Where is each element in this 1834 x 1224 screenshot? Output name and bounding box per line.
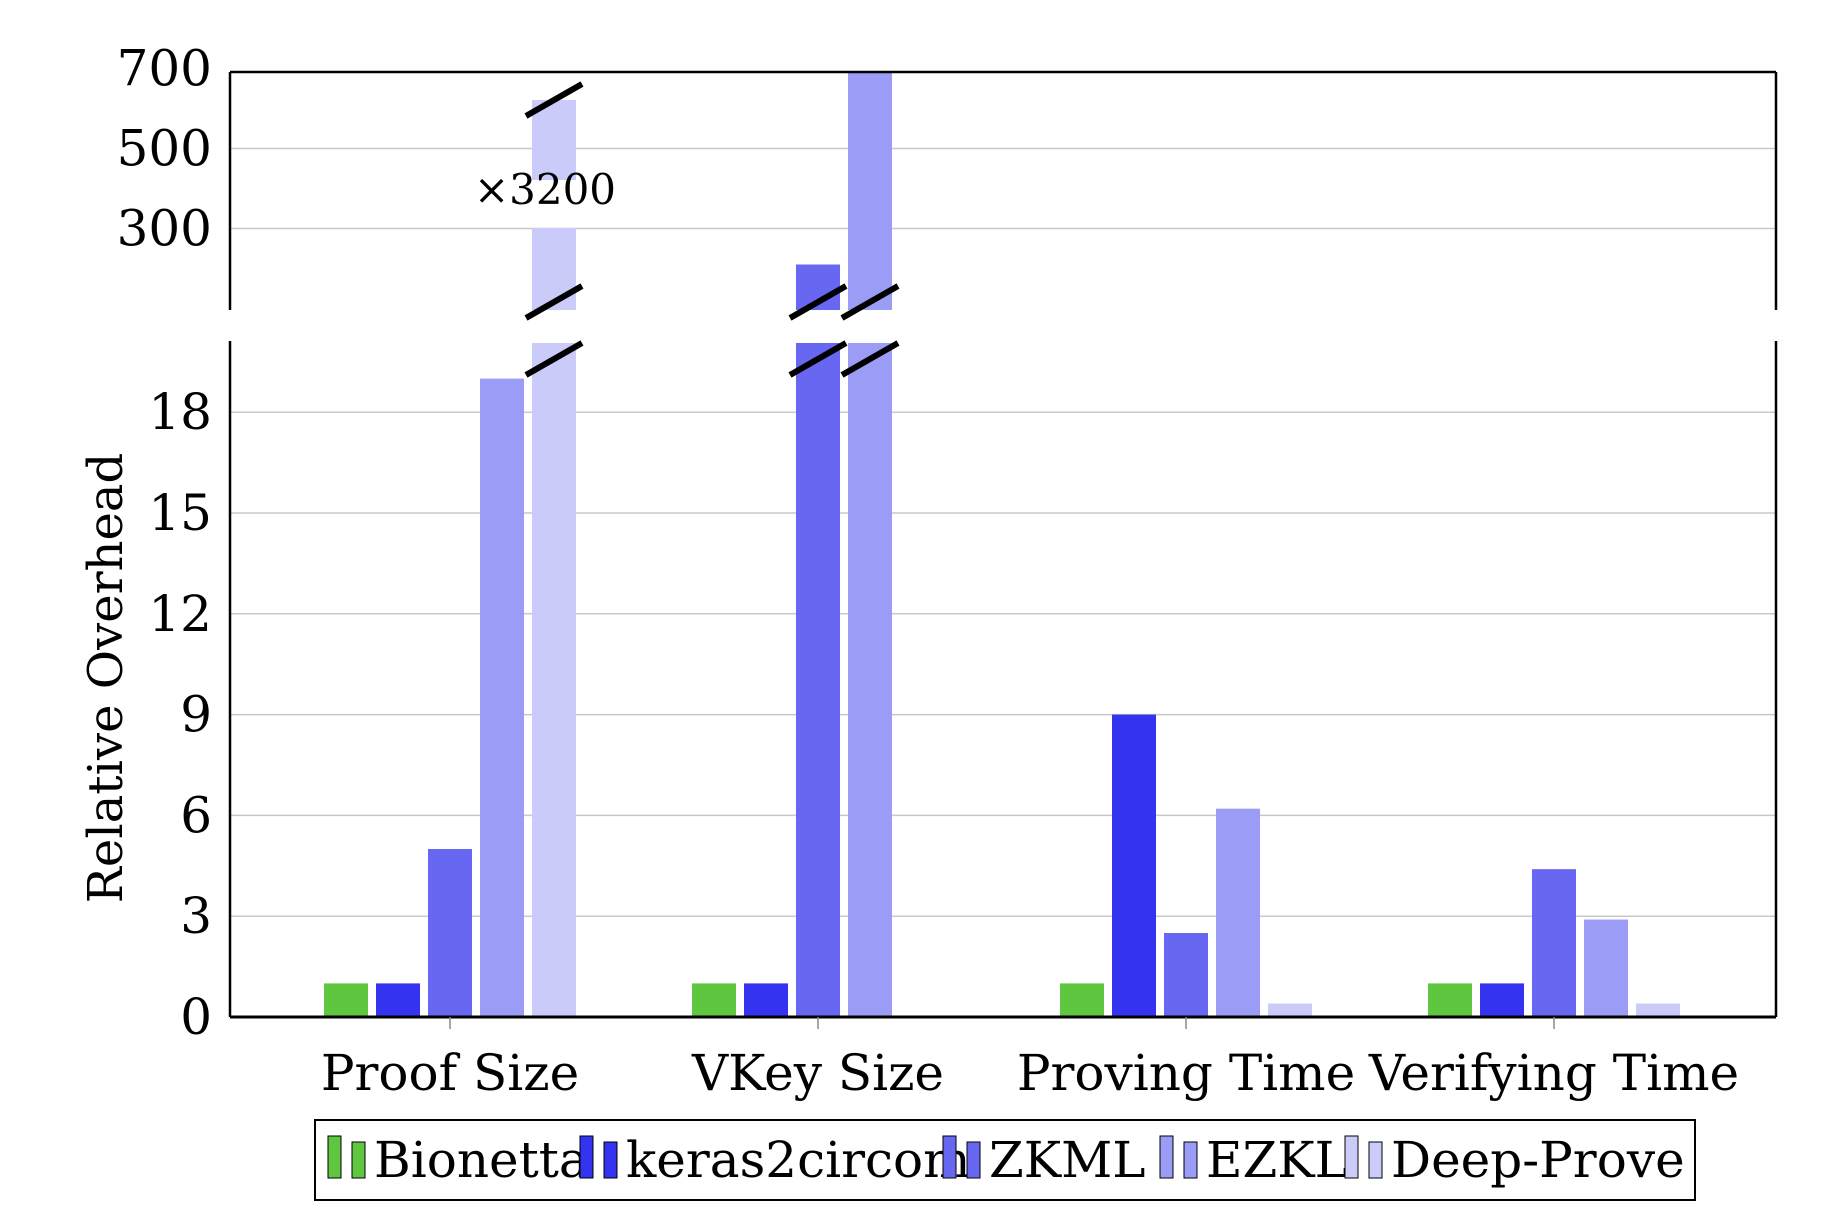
- bar: [1216, 808, 1260, 1017]
- bar: [1060, 983, 1104, 1017]
- bar: [692, 983, 736, 1017]
- bar: [1268, 1003, 1312, 1017]
- legend: Bionetta keras2circom ZKML EZKL Deep-Prove: [314, 1119, 1696, 1201]
- axes: [228, 70, 1778, 1029]
- y-tick-label: 18: [148, 383, 212, 441]
- y-tick-label: 12: [148, 585, 212, 643]
- axis-break-mark: [840, 340, 900, 378]
- axis-break-mark: [788, 283, 848, 321]
- bar: [480, 378, 524, 1018]
- legend-swatch: [351, 1141, 366, 1179]
- y-tick-label: 3: [180, 887, 212, 945]
- bar: [532, 100, 576, 180]
- legend-swatch: [1344, 1135, 1359, 1179]
- legend-swatch: [1159, 1135, 1174, 1179]
- y-tick-label: 500: [117, 120, 212, 178]
- bar: [1480, 983, 1524, 1017]
- grid-lines: [230, 147, 1776, 917]
- bar: [848, 343, 892, 1017]
- deep-prove-value-annotation: ×3200: [474, 165, 616, 214]
- legend-swatch: [942, 1135, 957, 1179]
- category-label: Proving Time: [1017, 1044, 1355, 1102]
- axis-break-mark: [524, 81, 584, 119]
- bar: [744, 983, 788, 1017]
- legend-label: EZKL: [1206, 1131, 1348, 1189]
- axis-break-mark: [840, 283, 900, 321]
- legend-label: keras2circom: [626, 1131, 970, 1189]
- legend-swatch: [327, 1135, 342, 1179]
- axis-break-mark: [524, 283, 584, 321]
- axis-break-mark: [788, 340, 848, 378]
- category-labels: Proof Size VKey Size Proving Time Verifying…: [321, 1044, 1739, 1102]
- category-label: Verifying Time: [1368, 1044, 1739, 1102]
- y-tick-label: 15: [148, 484, 212, 542]
- bar: [1112, 714, 1156, 1017]
- category-label: Proof Size: [321, 1044, 579, 1102]
- y-tick-label: 0: [180, 988, 212, 1046]
- bar: [796, 343, 840, 1017]
- legend-swatch: [1183, 1141, 1198, 1179]
- legend-swatch: [603, 1141, 618, 1179]
- bar: [428, 849, 472, 1017]
- bar: [1164, 933, 1208, 1017]
- bar: [1584, 919, 1628, 1017]
- bars: [324, 72, 1680, 1018]
- bar: [532, 228, 576, 310]
- y-tick-label: 700: [117, 40, 212, 98]
- y-tick-label: 6: [180, 786, 212, 844]
- axis-break-mark: [524, 340, 584, 378]
- legend-label: ZKML: [989, 1131, 1146, 1189]
- category-label: VKey Size: [691, 1044, 944, 1102]
- legend-label: Bionetta: [374, 1131, 589, 1189]
- legend-box: [314, 1119, 1696, 1201]
- legend-swatch: [1368, 1141, 1383, 1179]
- bar: [1428, 983, 1472, 1017]
- y-tick-label: 300: [117, 200, 212, 258]
- legend-swatch: [966, 1141, 981, 1179]
- bar: [848, 72, 892, 310]
- legend-swatch: [579, 1135, 594, 1179]
- y-axis-label: Relative Overhead: [78, 453, 134, 903]
- bar: [1636, 1003, 1680, 1017]
- bar: [324, 983, 368, 1017]
- y-tick-label: 9: [180, 686, 212, 744]
- y-tick-labels: 0 3 6 9 12 15 18 300 500 700: [117, 40, 212, 1047]
- bar: [532, 343, 576, 1017]
- legend-label: Deep-Prove: [1391, 1131, 1685, 1189]
- bar: [376, 983, 420, 1017]
- bar: [1532, 869, 1576, 1017]
